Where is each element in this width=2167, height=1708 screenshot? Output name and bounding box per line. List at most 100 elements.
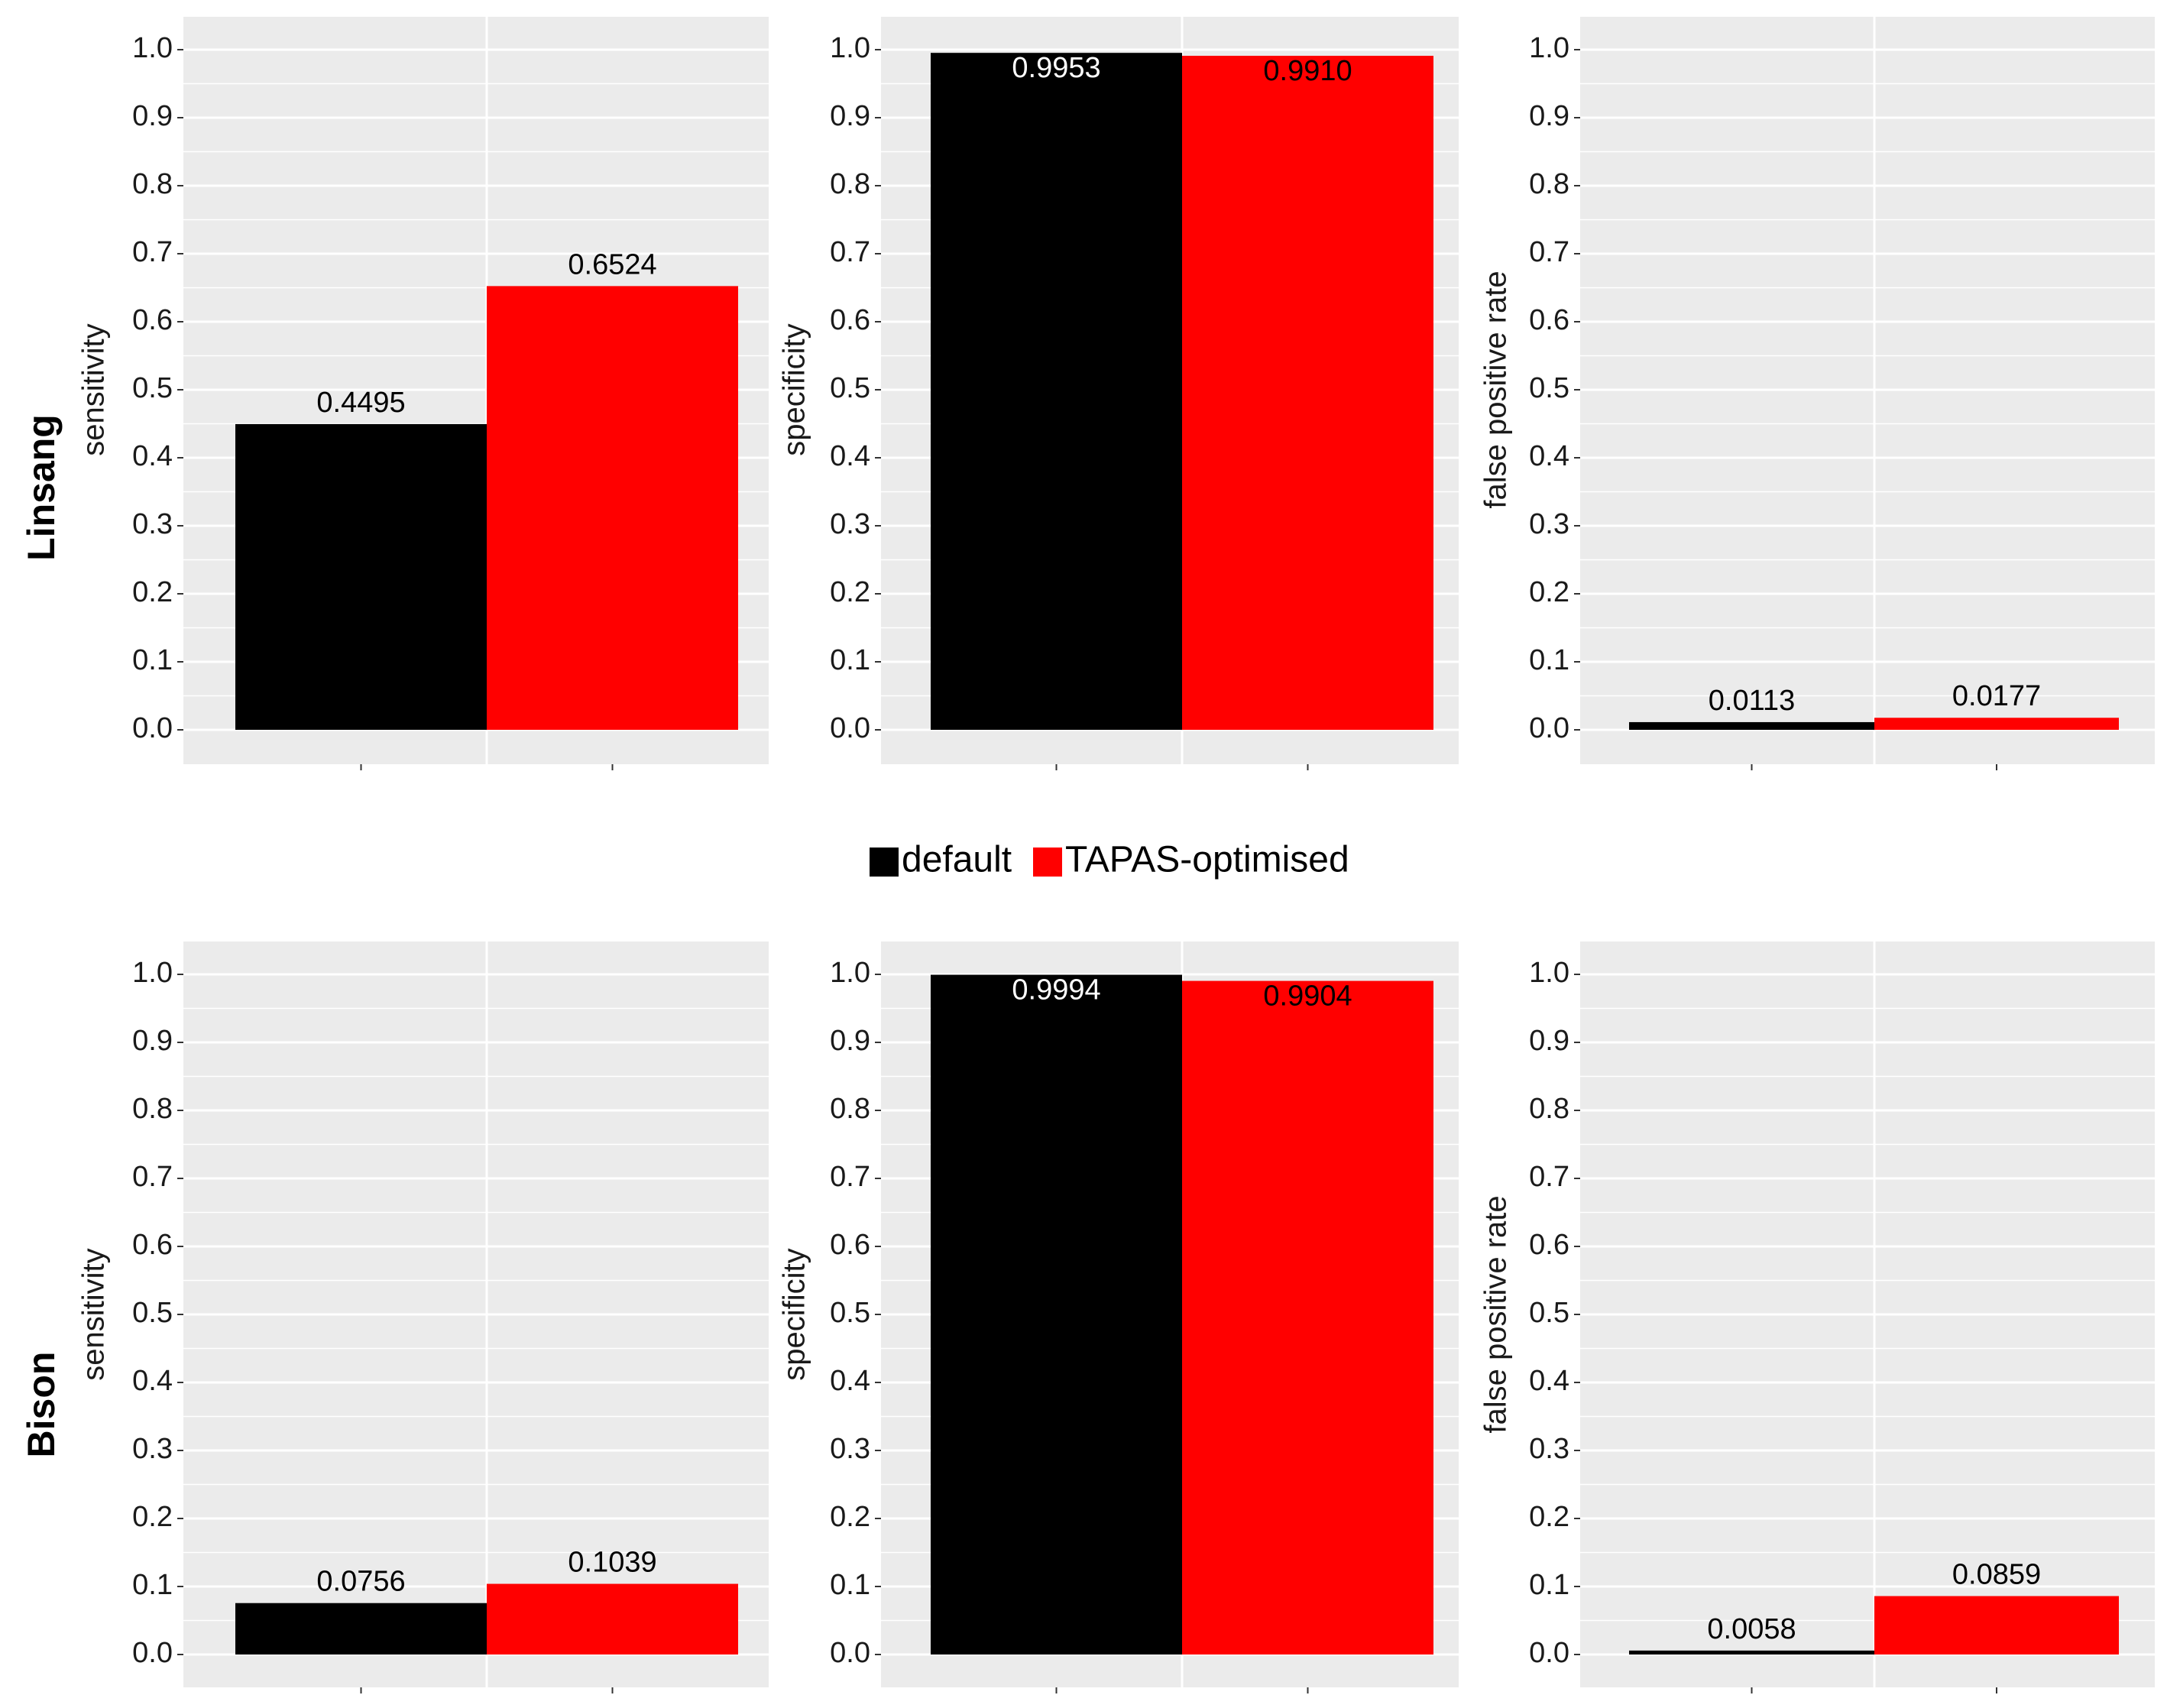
y-tick-label: 0.2	[132, 1501, 173, 1533]
panel-linsang-1: 0.0 0.1 0.2 0.3 0.4 0.5 0.6 0.7 0.8 0.9 1.0 0.9953 0…	[778, 17, 1459, 770]
bar-tapas-optimised	[1874, 1596, 2119, 1655]
y-tick-label: 0.5	[830, 372, 870, 404]
y-tick-label: 0.5	[1529, 372, 1569, 404]
data-label-tapas-optimised: 0.0859	[1952, 1559, 2041, 1591]
y-tick-label: 0.3	[132, 1433, 173, 1465]
y-tick-label: 0.4	[1529, 440, 1569, 472]
y-tick-label: 0.2	[830, 1501, 870, 1533]
y-tick-label: 0.4	[830, 440, 870, 472]
data-label-default: 0.4495	[316, 387, 405, 419]
y-tick-label: 0.9	[132, 1025, 173, 1057]
bar-default	[1629, 1650, 1874, 1655]
y-tick-label: 0.9	[1529, 100, 1569, 132]
y-tick-label: 0.4	[132, 440, 173, 472]
y-tick-label: 0.7	[830, 1161, 870, 1193]
panel-bison-1: 0.0 0.1 0.2 0.3 0.4 0.5 0.6 0.7 0.8 0.9 1.0 0.9994 0…	[778, 942, 1459, 1693]
y-tick-label: 0.6	[830, 304, 870, 336]
y-tick-label: 0.9	[830, 100, 870, 132]
y-axis-title: false positive rate	[1479, 1195, 1513, 1433]
y-tick-label: 0.3	[132, 508, 173, 540]
y-tick-label: 0.2	[1529, 1501, 1569, 1533]
y-tick-label: 0.5	[132, 372, 173, 404]
panel-linsang-2: 0.0 0.1 0.2 0.3 0.4 0.5 0.6 0.7 0.8 0.9 1.0 0.0113 0…	[1479, 17, 2155, 770]
y-tick-label: 0.5	[830, 1297, 870, 1329]
y-tick-label: 0.6	[1529, 304, 1569, 336]
legend: default TAPAS-optimised	[870, 840, 1349, 880]
bar-tapas-optimised	[487, 286, 738, 730]
y-tick-label: 0.8	[1529, 1093, 1569, 1125]
y-tick-label: 0.3	[1529, 1433, 1569, 1465]
data-label-default: 0.0756	[316, 1566, 405, 1598]
y-tick-label: 0.7	[1529, 1161, 1569, 1193]
y-tick-label: 0.0	[1529, 1637, 1569, 1669]
data-label-default: 0.9953	[1012, 52, 1100, 84]
y-tick-label: 0.4	[1529, 1365, 1569, 1397]
bar-tapas-optimised	[1182, 980, 1433, 1655]
y-tick-label: 0.8	[132, 1093, 173, 1125]
y-tick-label: 0.1	[830, 1569, 870, 1601]
y-tick-label: 1.0	[1529, 957, 1569, 989]
y-tick-label: 0.1	[1529, 1569, 1569, 1601]
y-tick-label: 0.6	[1529, 1229, 1569, 1261]
y-tick-label: 0.4	[132, 1365, 173, 1397]
y-tick-label: 0.0	[830, 1637, 870, 1669]
bar-default	[235, 1603, 487, 1655]
legend-swatch-default	[870, 848, 899, 877]
y-tick-label: 0.9	[132, 100, 173, 132]
y-tick-label: 0.1	[132, 1569, 173, 1601]
y-tick-label: 0.7	[132, 236, 173, 268]
panel-bison-2: 0.0 0.1 0.2 0.3 0.4 0.5 0.6 0.7 0.8 0.9 1.0 0.0058 0…	[1479, 942, 2155, 1693]
y-tick-label: 0.0	[132, 1637, 173, 1669]
legend-label-tapas-optimised: TAPAS-optimised	[1065, 840, 1349, 880]
data-label-tapas-optimised: 0.6524	[568, 248, 656, 280]
y-tick-label: 0.8	[830, 1093, 870, 1125]
legend-label-default: default	[902, 840, 1012, 880]
row-label-bison: Bison	[20, 1352, 63, 1458]
y-tick-label: 1.0	[132, 957, 173, 989]
y-tick-label: 0.9	[830, 1025, 870, 1057]
y-tick-label: 1.0	[830, 957, 870, 989]
y-tick-label: 0.0	[1529, 712, 1569, 744]
y-axis-title: false positive rate	[1479, 271, 1513, 508]
data-label-tapas-optimised: 0.9904	[1263, 980, 1352, 1013]
y-axis-title: sensitivity	[77, 323, 111, 455]
y-axis-title: specificity	[778, 1248, 811, 1380]
y-tick-label: 0.8	[1529, 168, 1569, 200]
y-tick-label: 0.8	[132, 168, 173, 200]
y-tick-label: 0.7	[830, 236, 870, 268]
y-tick-label: 0.3	[830, 508, 870, 540]
bar-tapas-optimised	[1182, 56, 1433, 730]
bar-default	[931, 974, 1182, 1655]
row-label-linsang: Linsang	[20, 414, 63, 561]
y-tick-label: 0.6	[830, 1229, 870, 1261]
y-tick-label: 0.6	[132, 304, 173, 336]
data-label-tapas-optimised: 0.0177	[1952, 680, 2041, 712]
y-axis-title: specificity	[778, 323, 811, 455]
y-tick-label: 0.6	[132, 1229, 173, 1261]
y-tick-label: 0.5	[132, 1297, 173, 1329]
y-tick-label: 1.0	[1529, 32, 1569, 64]
y-tick-label: 0.9	[1529, 1025, 1569, 1057]
data-label-tapas-optimised: 0.1039	[568, 1547, 656, 1579]
y-tick-label: 0.2	[830, 576, 870, 608]
y-axis-title: sensitivity	[77, 1248, 111, 1380]
y-tick-label: 0.5	[1529, 1297, 1569, 1329]
panel-bison-0: 0.0 0.1 0.2 0.3 0.4 0.5 0.6 0.7 0.8 0.9 1.0 0.0756 0…	[77, 942, 769, 1693]
y-tick-label: 0.2	[1529, 576, 1569, 608]
y-tick-label: 0.7	[1529, 236, 1569, 268]
data-label-tapas-optimised: 0.9910	[1263, 55, 1352, 87]
bar-tapas-optimised	[487, 1583, 738, 1655]
bar-default	[1629, 721, 1874, 730]
y-tick-label: 0.3	[1529, 508, 1569, 540]
bar-default	[931, 53, 1182, 731]
y-tick-label: 0.1	[1529, 644, 1569, 676]
y-tick-label: 0.0	[132, 712, 173, 744]
y-tick-label: 0.8	[830, 168, 870, 200]
y-tick-label: 0.0	[830, 712, 870, 744]
y-tick-label: 0.4	[830, 1365, 870, 1397]
bar-default	[235, 423, 487, 730]
y-tick-label: 0.1	[830, 644, 870, 676]
y-tick-label: 0.2	[132, 576, 173, 608]
y-tick-label: 0.1	[132, 644, 173, 676]
